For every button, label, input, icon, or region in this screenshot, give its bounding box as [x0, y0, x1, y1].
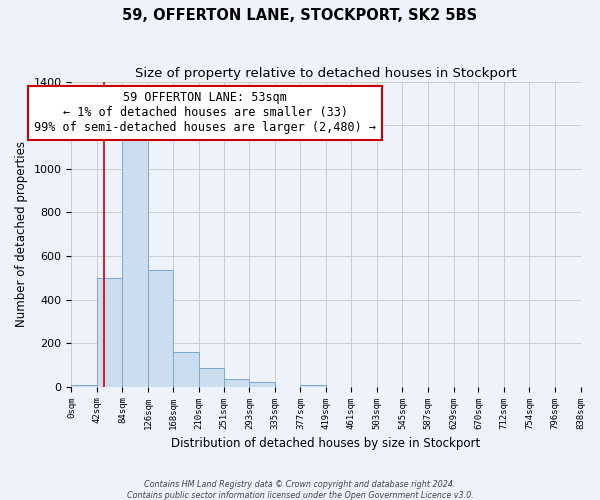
- X-axis label: Distribution of detached houses by size in Stockport: Distribution of detached houses by size …: [172, 437, 481, 450]
- Bar: [148, 270, 173, 386]
- Bar: [173, 352, 199, 386]
- Bar: [122, 136, 148, 386]
- Bar: [199, 368, 224, 386]
- Bar: [71, 384, 97, 386]
- Text: 59 OFFERTON LANE: 53sqm
← 1% of detached houses are smaller (33)
99% of semi-det: 59 OFFERTON LANE: 53sqm ← 1% of detached…: [34, 92, 376, 134]
- Text: Contains HM Land Registry data © Crown copyright and database right 2024.
Contai: Contains HM Land Registry data © Crown c…: [127, 480, 473, 500]
- Bar: [250, 382, 275, 386]
- Bar: [224, 379, 250, 386]
- Y-axis label: Number of detached properties: Number of detached properties: [15, 141, 28, 327]
- Bar: [301, 384, 326, 386]
- Text: 59, OFFERTON LANE, STOCKPORT, SK2 5BS: 59, OFFERTON LANE, STOCKPORT, SK2 5BS: [122, 8, 478, 22]
- Title: Size of property relative to detached houses in Stockport: Size of property relative to detached ho…: [135, 68, 517, 80]
- Bar: [97, 278, 122, 386]
